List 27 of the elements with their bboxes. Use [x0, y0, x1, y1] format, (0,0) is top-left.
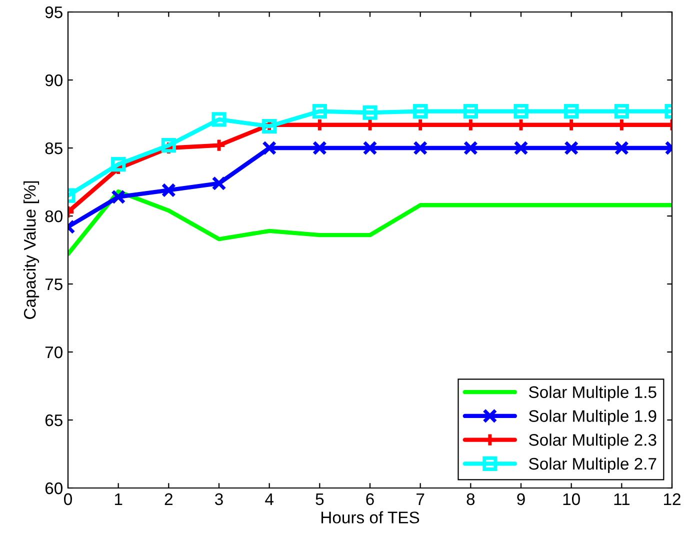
y-tick-label: 75	[45, 278, 62, 290]
legend-label: Solar Multiple 1.9	[528, 410, 656, 426]
x-tick-label: 1	[114, 493, 122, 505]
x-tick-label: 7	[416, 493, 424, 505]
x-tick-label: 11	[614, 493, 630, 505]
legend-label: Solar Multiple 1.5	[528, 386, 656, 402]
x-tick-label: 5	[316, 493, 324, 506]
y-tick-label: 95	[45, 6, 62, 18]
x-tick-label: 3	[215, 493, 223, 506]
y-tick-label: 65	[45, 414, 62, 426]
x-tick-label: 2	[164, 493, 172, 505]
x-tick-label: 10	[563, 493, 580, 506]
y-tick-label: 60	[45, 482, 62, 494]
x-tick-label: 4	[265, 493, 274, 505]
legend-label: Solar Multiple 2.3	[528, 434, 656, 450]
y-tick-label: 85	[45, 142, 62, 154]
legend-label: Solar Multiple 2.7	[528, 457, 656, 473]
y-tick-label: 80	[45, 210, 62, 222]
x-tick-label: 9	[517, 493, 525, 506]
x-axis-title: Hours of TES	[322, 511, 420, 524]
y-tick-label: 90	[45, 74, 62, 86]
x-tick-label: 6	[366, 493, 374, 506]
y-tick-label: 70	[45, 346, 62, 358]
y-axis-title: Capacity Value [%]	[24, 181, 40, 319]
x-tick-label: 0	[64, 493, 72, 506]
x-tick-label: 12	[664, 493, 680, 505]
x-tick-label: 8	[466, 493, 475, 506]
